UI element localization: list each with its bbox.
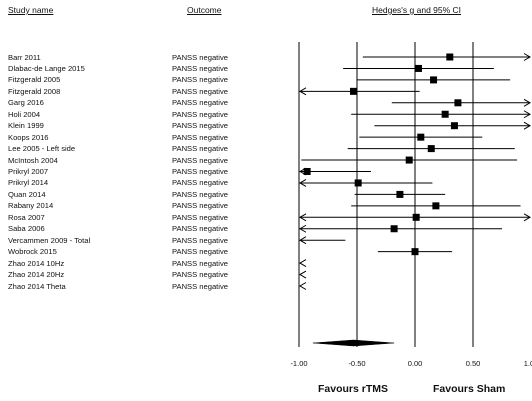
study-name: Garg 2016 [8,98,44,108]
study-name: Prikryl 2014 [8,178,49,188]
study-name: Zhao 2014 20Hz [8,270,65,280]
study-name: Fitzgerald 2005 [8,75,61,85]
effect-point [411,248,419,256]
outcome-value: PANSS negative [172,167,228,176]
outcome-value: PANSS negative [172,132,228,142]
study-name: Rabany 2014 [8,201,54,211]
outcome-value: PANSS negative [172,98,228,108]
ci-arrow-left [299,259,307,268]
outcome-value: PANSS negative [172,235,228,245]
outcome-value: PANSS negative [172,212,228,222]
ci-arrow-left [299,179,307,187]
effect-point [427,145,435,153]
x-tick-label: 0.50 [466,359,481,368]
outcome-value: PANSS negative [172,247,228,257]
effect-point [405,156,413,164]
x-tick-label: 1.00 [524,359,532,368]
ci-arrow-right [523,121,531,130]
outcome-value: PANSS negative [172,109,228,119]
study-name: Dlabac-de Lange 2015 [8,63,85,73]
outcome-value: PANSS negative [172,63,228,73]
study-name: Fitzgerald 2008 [8,86,61,96]
ci-arrow-right [523,110,531,119]
outcome-value: PANSS negative [172,144,228,154]
effect-point [454,99,462,107]
effect-point [450,122,458,130]
forest-plot: -1.00 -0.50 0.00 0.50 1.00 [290,42,532,368]
study-name: Klein 1999 [8,121,44,131]
ci-arrow-left [299,282,307,290]
ci-arrow-left [299,236,307,245]
outcome-value: PANSS negative [172,258,228,268]
outcome-value: PANSS negative [172,75,228,85]
favours-rtms-label: Favours rTMS [318,383,389,395]
study-name: Barr 2011 [8,52,41,62]
outcome-value: PANSS negative [172,86,228,96]
outcome-value: PANSS negative [172,270,228,280]
effect-point [432,202,440,210]
study-name: Saba 2006 [8,224,45,234]
favours-sham-label: Favours Sham [433,383,506,395]
ci-arrow-left [299,270,307,279]
effect-point [350,87,358,95]
effect-point [354,179,362,187]
outcome-value: PANSS negative [172,224,228,234]
ci-arrow-right [523,213,531,222]
outcome-value: PANSS negative [172,201,228,211]
study-rows: Barr 2011 PANSS negative Dlabac-de Lange 2… [0,0,300,340]
study-name: McIntosh 2004 [8,155,58,165]
effect-point [414,64,422,72]
effect-point [446,53,454,61]
study-name: Vercammen 2009 - Total [8,235,91,245]
x-tick-label: -0.50 [348,359,365,368]
ci-arrow-left [299,213,307,222]
ci-arrow-left [299,87,307,96]
outcome-value: PANSS negative [172,52,228,62]
ci-arrow-left [299,224,307,233]
study-name: Prikryl 2007 [8,167,49,176]
effect-point [441,110,449,118]
study-name: Zhao 2014 Theta [8,281,66,291]
x-tick-label: 0.00 [408,359,423,368]
effect-point [396,190,404,198]
effect-size-header: Hedges's g and 95% CI [372,5,462,15]
outcome-value: PANSS negative [172,178,228,188]
outcome-value: PANSS negative [172,189,228,199]
effect-point [412,213,420,221]
study-name: Koops 2016 [8,132,49,142]
outcome-value: PANSS negative [172,281,228,291]
ci-arrow-right [523,53,531,61]
ci-arrow-right [523,98,531,107]
study-name: Lee 2005 - Left side [8,144,76,154]
study-name: Wobrock 2015 [8,247,57,257]
study-name: Holi 2004 [8,109,41,119]
study-name: Zhao 2014 10Hz [8,258,65,268]
summary-diamond [312,339,395,347]
study-name: Rosa 2007 [8,212,45,222]
effect-point [303,168,311,175]
study-name: Quan 2014 [8,189,46,199]
study-name-header: Study name [8,5,54,15]
outcome-value: PANSS negative [172,121,228,131]
effect-point [430,76,438,84]
effect-point [417,133,425,141]
effect-point [390,225,398,233]
outcome-header: Outcome [187,5,222,15]
outcome-value: PANSS negative [172,155,228,165]
x-tick-label: -1.00 [290,359,307,368]
